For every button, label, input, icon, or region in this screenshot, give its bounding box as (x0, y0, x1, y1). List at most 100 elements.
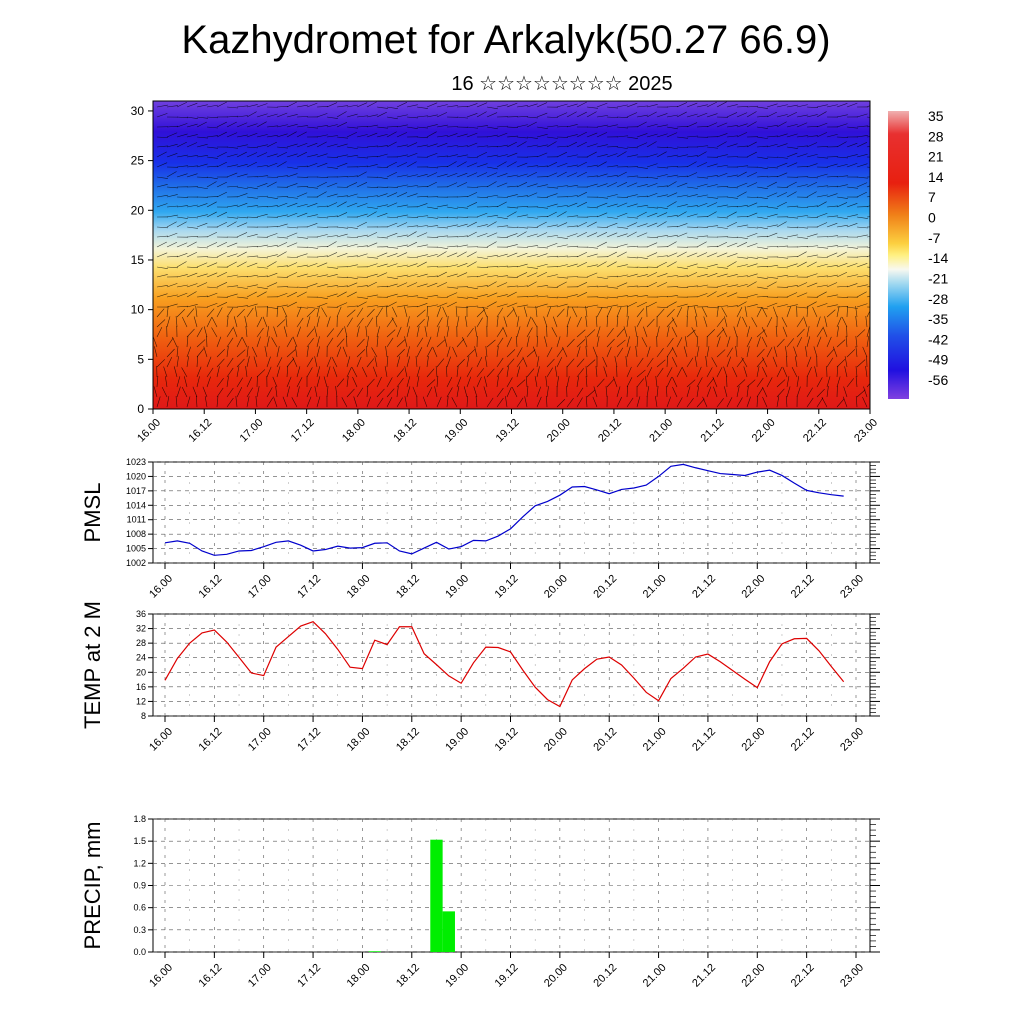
wind-barb (696, 266, 708, 269)
precip-y-tick-label: 0.9 (133, 881, 146, 891)
wind-barb (526, 316, 532, 328)
wind-barb (186, 102, 198, 108)
wind-barb (626, 294, 638, 298)
wind-barb (316, 176, 328, 178)
wind-barb (236, 173, 248, 178)
wind-barb (306, 328, 315, 338)
wind-barb (446, 252, 458, 258)
wind-barb (816, 146, 829, 148)
wind-barb (196, 163, 208, 168)
wind-barb (226, 274, 238, 278)
wind-barb (476, 285, 488, 288)
wind-barb (791, 367, 798, 378)
wind-barb (366, 294, 378, 298)
wind-barb (336, 105, 348, 108)
wind-barb (806, 326, 810, 338)
wind-barb (585, 336, 588, 348)
wind-barb (166, 266, 178, 269)
wind-barb (256, 164, 268, 168)
wind-barb (626, 316, 629, 328)
wind-barb (336, 201, 347, 208)
wind-barb (826, 282, 838, 288)
wind-barb (676, 223, 688, 228)
wind-barb (176, 216, 188, 219)
wind-barb (536, 295, 548, 298)
wind-barb (446, 161, 457, 168)
wind-barb (736, 216, 748, 218)
wind-barb (636, 378, 645, 388)
wind-barb (856, 216, 868, 219)
temp-x-tick-label: 22.12 (789, 726, 817, 754)
wind-barb (556, 103, 568, 108)
wind-barb (326, 241, 337, 248)
wind-barb (276, 304, 288, 308)
wind-barb (806, 261, 817, 268)
wind-barb (366, 336, 369, 348)
wind-barb (426, 124, 438, 128)
wind-barb (766, 124, 778, 128)
wind-barb (586, 389, 596, 398)
wind-barb (186, 328, 195, 338)
wind-barb (286, 376, 292, 388)
wind-barb (666, 181, 677, 188)
wind-barb (526, 121, 537, 128)
wind-barb (786, 216, 798, 219)
wind-barb (216, 161, 227, 168)
wind-barb (766, 224, 778, 228)
wind-barb (396, 162, 408, 168)
wind-barb (276, 105, 288, 108)
wind-barb (226, 376, 229, 388)
wind-barb (446, 133, 458, 138)
wind-barb (856, 153, 868, 158)
wind-barb (356, 326, 360, 338)
wind-barb (666, 146, 678, 150)
wind-barb (336, 291, 347, 298)
wind-barb (436, 235, 448, 238)
wind-barb (336, 378, 345, 388)
wind-barb (256, 152, 268, 158)
wind-barb (396, 102, 408, 108)
wind-barb (666, 174, 678, 178)
wind-barb (782, 366, 788, 378)
wind-barb (496, 357, 504, 368)
wind-barb (636, 105, 648, 108)
temp-x-tick-label: 18.12 (394, 726, 422, 754)
pmsl-x-tick-label: 18.00 (345, 573, 373, 601)
wind-barb (726, 273, 738, 278)
wind-barb (806, 356, 812, 368)
wind-barb (426, 253, 438, 258)
wind-barb (296, 291, 307, 298)
wind-barb (766, 143, 778, 148)
wind-barb (671, 327, 678, 338)
wind-barb (772, 306, 778, 318)
precip-x-tick-label: 20.12 (591, 962, 619, 990)
wind-barbs (153, 101, 870, 408)
wind-barb (636, 357, 644, 368)
wind-barb (566, 245, 578, 248)
wind-barb (496, 216, 508, 220)
wind-barb (836, 216, 848, 220)
wind-barb (196, 295, 208, 298)
wind-barb (276, 357, 283, 368)
wind-barb (726, 186, 738, 189)
wind-barb (236, 232, 248, 238)
wind-barb (742, 316, 748, 328)
wind-barb (826, 245, 838, 248)
wind-barb (264, 346, 268, 358)
wind-barb (236, 358, 245, 368)
wind-barb (426, 305, 428, 318)
wind-barb (556, 244, 568, 248)
wind-barb (253, 356, 258, 368)
precip-y-tick-label: 1.5 (133, 836, 146, 846)
wind-barb (286, 131, 297, 138)
precip-x-tick-label: 19.12 (493, 962, 521, 990)
wind-barb (671, 317, 678, 328)
colorbar-label: 21 (928, 149, 944, 165)
wind-barb (772, 356, 778, 368)
wind-barb (716, 336, 721, 348)
wind-barb (386, 337, 394, 348)
wind-barb (856, 284, 868, 288)
wind-barb (696, 112, 708, 118)
wind-barb (846, 102, 858, 108)
